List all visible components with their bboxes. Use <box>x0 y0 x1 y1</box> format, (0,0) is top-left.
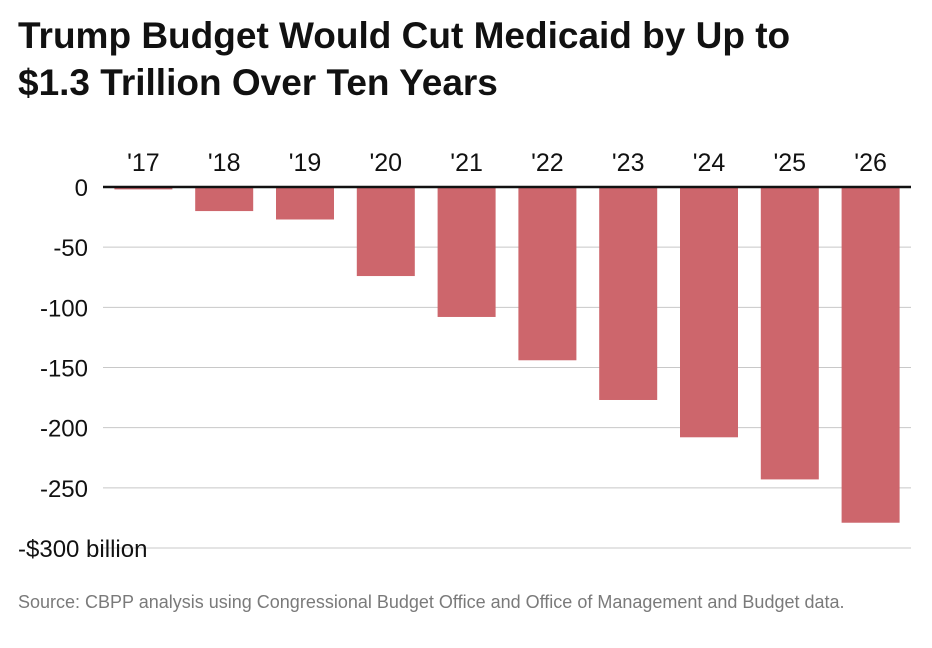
bar <box>841 187 900 523</box>
bar-chart: 0 -50 -100 -150 -200 -250 -$300 billion '17 '18 '… <box>18 149 911 563</box>
bar <box>437 187 496 317</box>
bar <box>518 187 577 361</box>
x-tick-label: '23 <box>612 149 645 177</box>
bar <box>680 187 738 438</box>
y-tick-label: 0 <box>75 175 88 202</box>
source-note: Source: CBPP analysis using Congressiona… <box>18 592 845 612</box>
x-tick-label: '22 <box>531 149 564 177</box>
x-tick-label: '21 <box>450 149 483 177</box>
y-tick-label: -150 <box>40 356 88 383</box>
x-tick-label: '24 <box>693 149 726 177</box>
y-tick-label: -100 <box>40 295 88 322</box>
y-tick-label: -200 <box>40 416 88 443</box>
bar <box>599 187 658 400</box>
x-tick-label: '19 <box>289 149 322 177</box>
x-tick-label: '20 <box>370 149 403 177</box>
x-tick-label: '17 <box>127 149 160 177</box>
chart-title: Trump Budget Would Cut Medicaid by Up to… <box>18 12 918 106</box>
chart-title-line-1: Trump Budget Would Cut Medicaid by Up to <box>18 15 791 56</box>
chart-title-line-2: $1.3 Trillion Over Ten Years <box>18 62 498 103</box>
bar <box>356 187 415 277</box>
x-tick-label: '26 <box>854 149 887 177</box>
bar <box>276 187 334 220</box>
x-tick-label: '18 <box>208 149 241 177</box>
y-tick-label: -250 <box>40 476 88 503</box>
bar <box>760 187 819 480</box>
y-tick-label: -50 <box>53 235 88 262</box>
y-tick-label: -$300 billion <box>18 536 147 563</box>
bar <box>195 187 254 212</box>
x-tick-label: '25 <box>774 149 807 177</box>
